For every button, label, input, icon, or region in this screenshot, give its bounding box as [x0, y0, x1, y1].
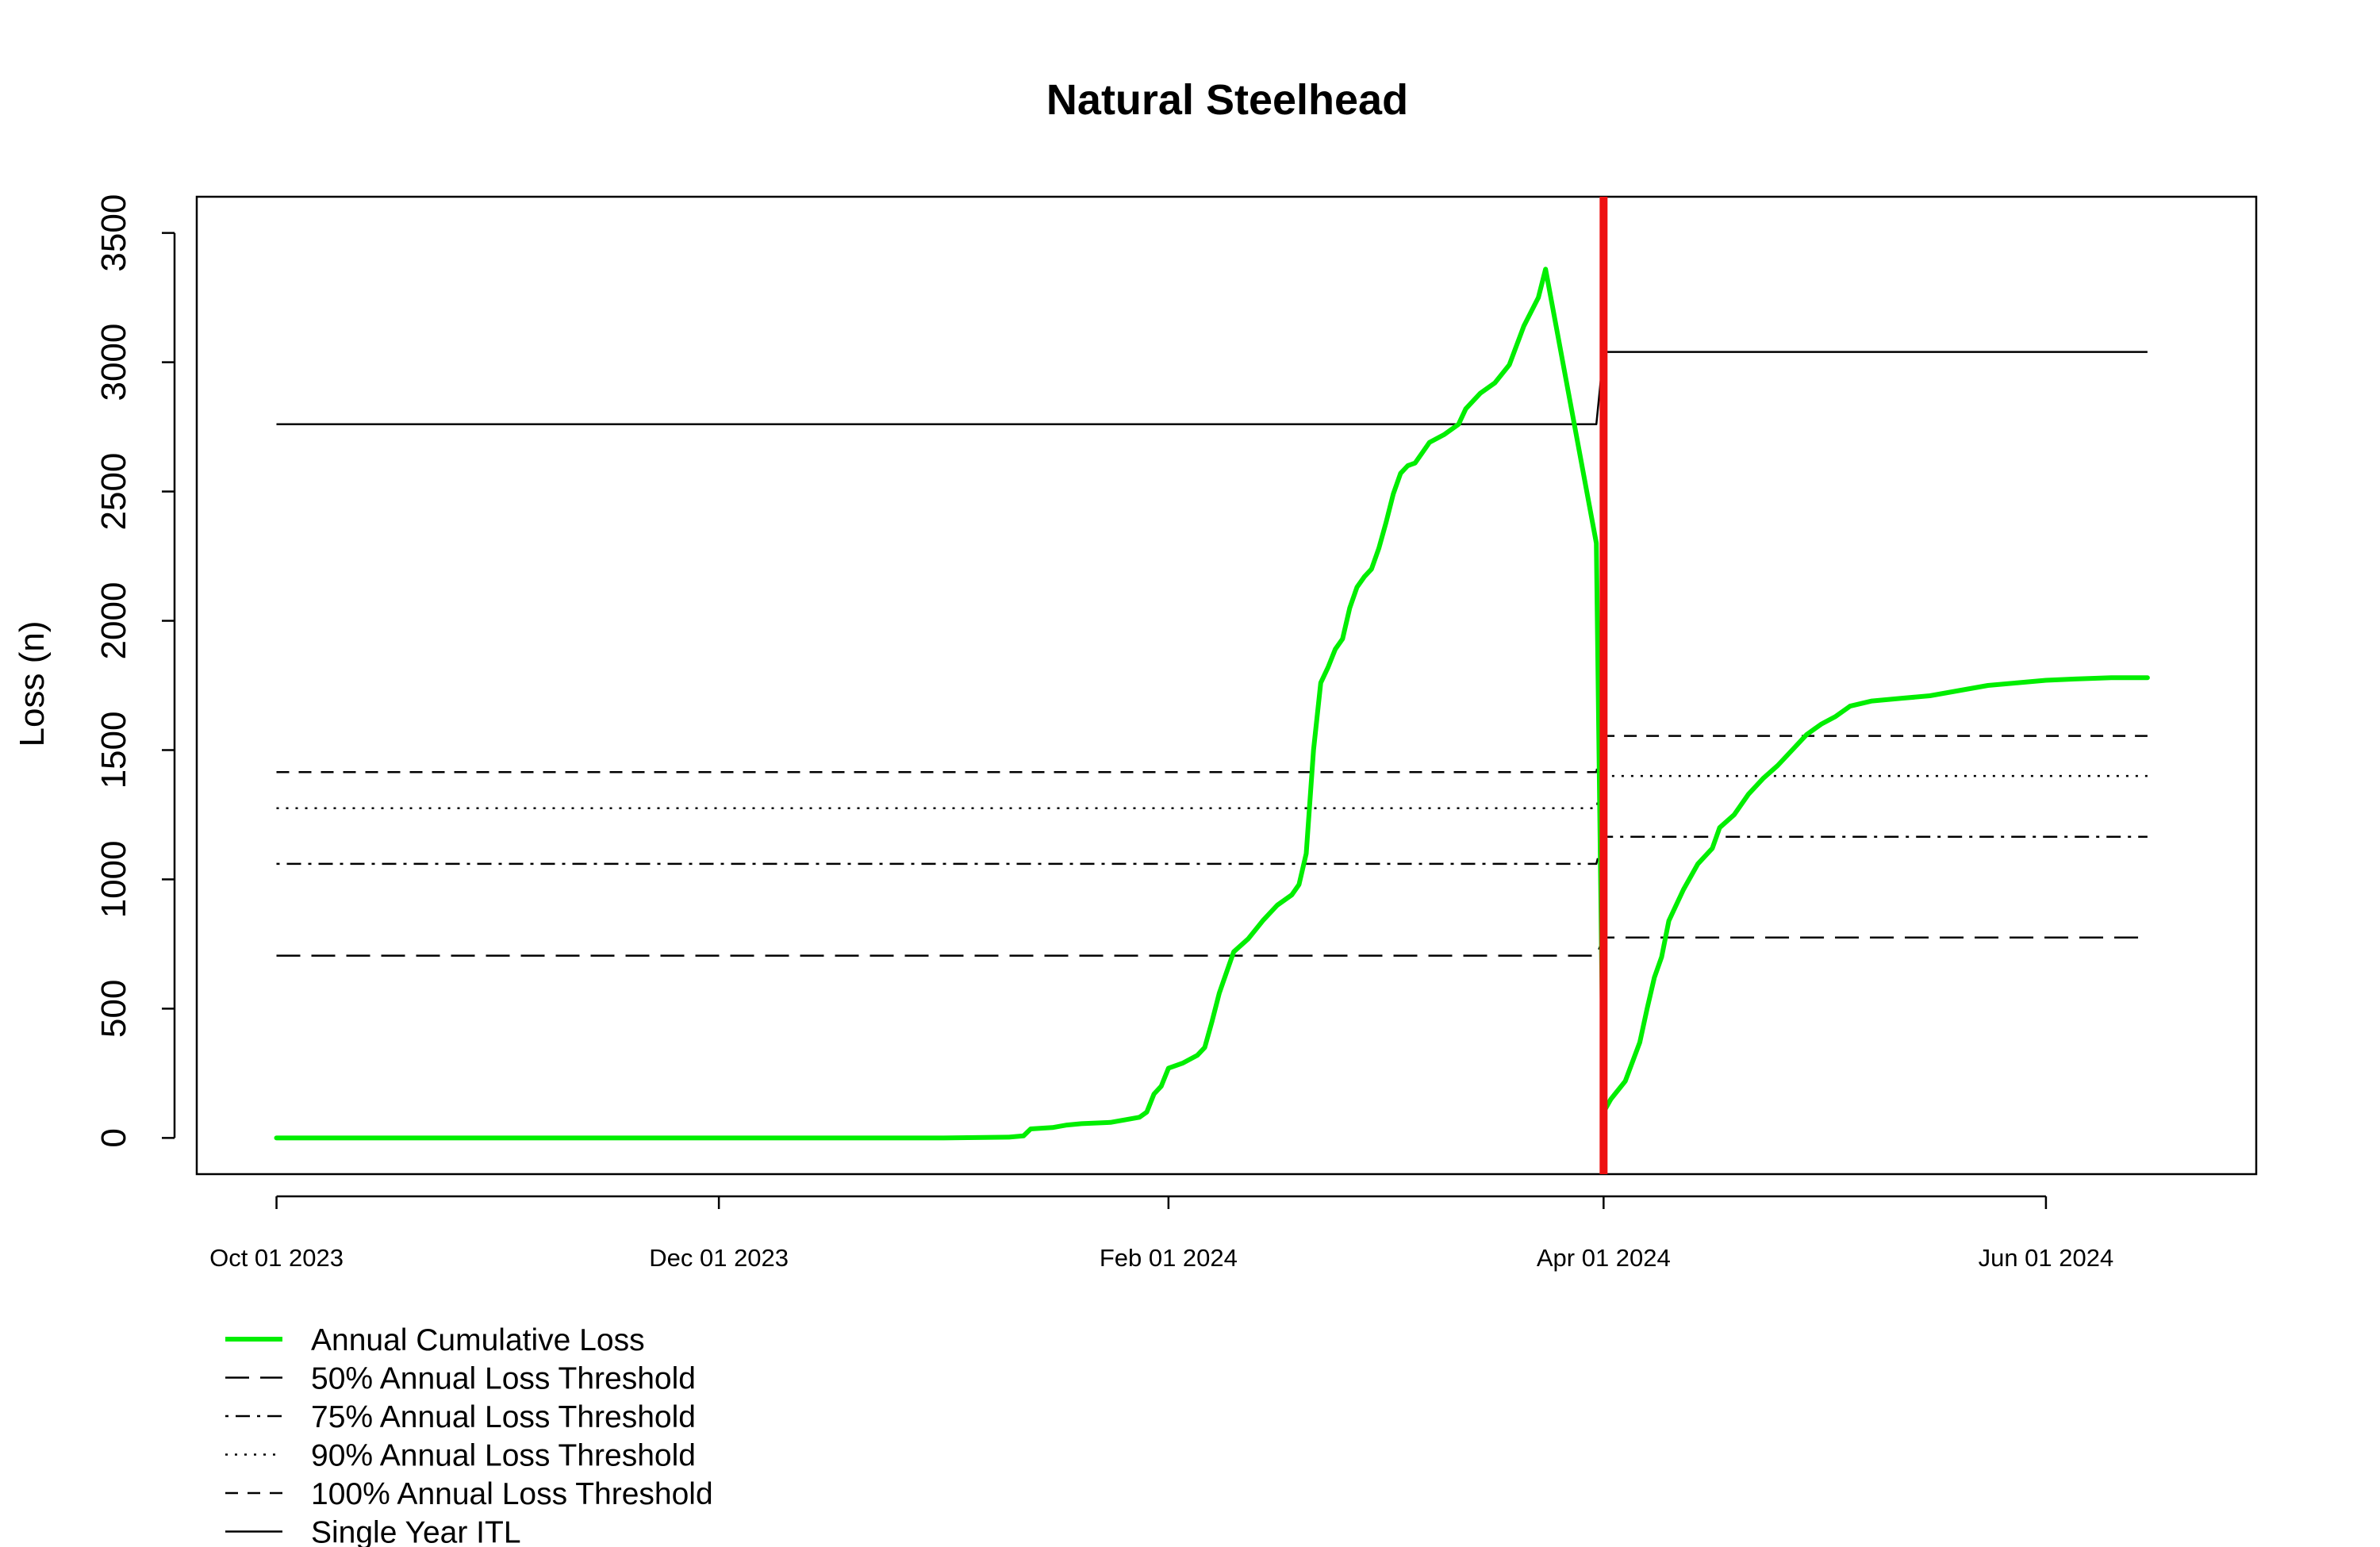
series-line-single-year-itl: [276, 351, 2148, 426]
legend-label-90pct-annual-loss-threshold: 90% Annual Loss Threshold: [311, 1439, 696, 1473]
legend-label-75pct-annual-loss-threshold: 75% Annual Loss Threshold: [311, 1400, 696, 1434]
series-line-50pct-annual-loss-threshold: [276, 936, 2148, 957]
y-tick-label: 3500: [94, 194, 133, 272]
y-axis-label: Loss (n): [13, 621, 52, 747]
x-tick-label: Oct 01 2023: [209, 1244, 344, 1272]
y-axis: 0 500 1000 1500 2000 2500 3000 3500: [94, 194, 176, 1148]
plot-area-frame: [195, 195, 2258, 1176]
y-tick-label: 2000: [94, 582, 133, 660]
y-tick-label: 3000: [94, 324, 133, 401]
series-line-75pct-annual-loss-threshold: [276, 835, 2148, 866]
y-tick-label: 2500: [94, 453, 133, 531]
legend: Annual Cumulative Loss 50% Annual Loss Th…: [225, 1323, 713, 1547]
y-tick-label: 1000: [94, 840, 133, 918]
x-tick-label: Feb 01 2024: [1100, 1244, 1238, 1272]
y-tick-label: 500: [94, 980, 133, 1038]
x-tick-label: Jun 01 2024: [1979, 1244, 2114, 1272]
x-axis: Oct 01 2023 Dec 01 2023 Feb 01 2024 Apr 01 …: [209, 1195, 2114, 1272]
legend-label-single-year-itl: Single Year ITL: [311, 1516, 521, 1547]
legend-label-annual-cumulative-loss: Annual Cumulative Loss: [311, 1323, 645, 1357]
y-tick-label: 0: [94, 1128, 133, 1147]
chart-title: Natural Steelhead: [1046, 76, 1408, 124]
series-line-100pct-annual-loss-threshold: [276, 735, 2148, 774]
legend-label-100pct-annual-loss-threshold: 100% Annual Loss Threshold: [311, 1477, 713, 1511]
x-tick-label: Apr 01 2024: [1537, 1244, 1671, 1272]
series-line-annual-cumulative-loss: [274, 267, 2150, 1141]
y-tick-label: 1500: [94, 712, 133, 789]
series-layer: [274, 267, 2150, 1141]
legend-label-50pct-annual-loss-threshold: 50% Annual Loss Threshold: [311, 1362, 696, 1396]
x-tick-label: Dec 01 2023: [649, 1244, 789, 1272]
series-line-90pct-annual-loss-threshold: [276, 774, 2148, 810]
